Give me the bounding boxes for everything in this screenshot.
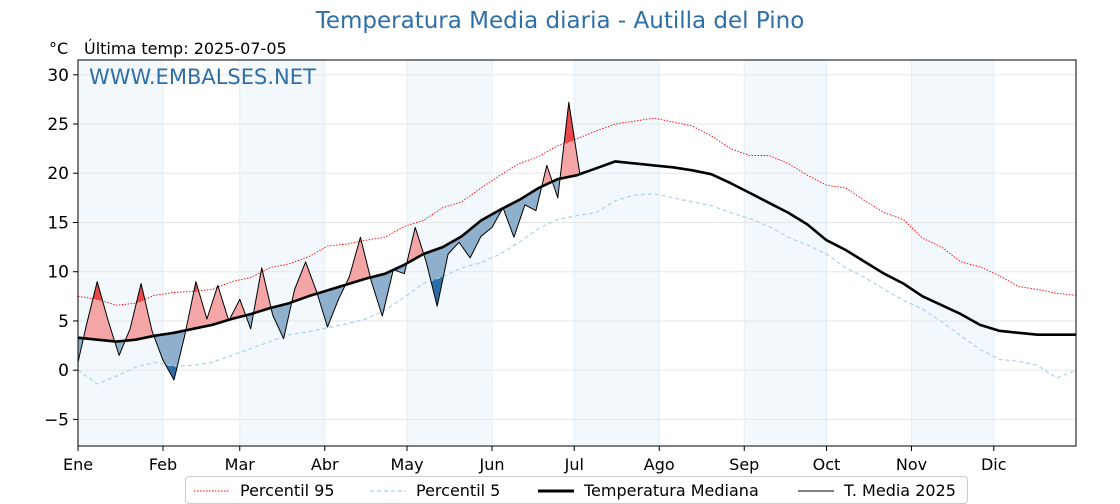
x-tick-label: Ago [644,455,675,474]
x-tick-label: Mar [225,455,256,474]
x-tick-label: Abr [311,455,339,474]
legend-label-p95: Percentil 95 [240,481,335,500]
x-tick-label: Oct [813,455,841,474]
legend-label-2025: T. Media 2025 [844,481,956,500]
y-tick-label: 30 [47,66,69,86]
watermark: WWW.EMBALSES.NET [89,65,316,89]
month-band-mar [240,60,325,446]
x-tick-label: Sep [729,455,759,474]
y-tick-label: 5 [58,312,69,332]
x-tick-label: Jul [564,455,584,474]
month-band-nov [911,60,993,446]
y-tick-label: 15 [47,213,69,233]
legend-label-p5: Percentil 5 [416,481,500,500]
y-tick-label: 0 [58,361,69,381]
month-band-ene [78,60,163,446]
x-tick-label: May [390,455,423,474]
y-tick-label: 10 [47,263,69,283]
temperature-chart: −5 0 5 10 15 20 25 30 Ene Feb Mar Abr May Jun Jul Ago Se… [0,0,1120,476]
x-tick-label: Dic [981,455,1007,474]
x-tick-label: Jun [479,455,505,474]
month-band-sep [744,60,826,446]
x-tick-label: Nov [896,455,927,474]
legend-label-median: Temperatura Mediana [584,481,759,500]
y-tick-label: 25 [47,115,69,135]
y-tick-label: −5 [44,410,69,430]
y-tick-label: 20 [47,164,69,184]
month-band-jul [574,60,659,446]
x-tick-label: Feb [149,455,177,474]
x-tick-label: Ene [63,455,93,474]
